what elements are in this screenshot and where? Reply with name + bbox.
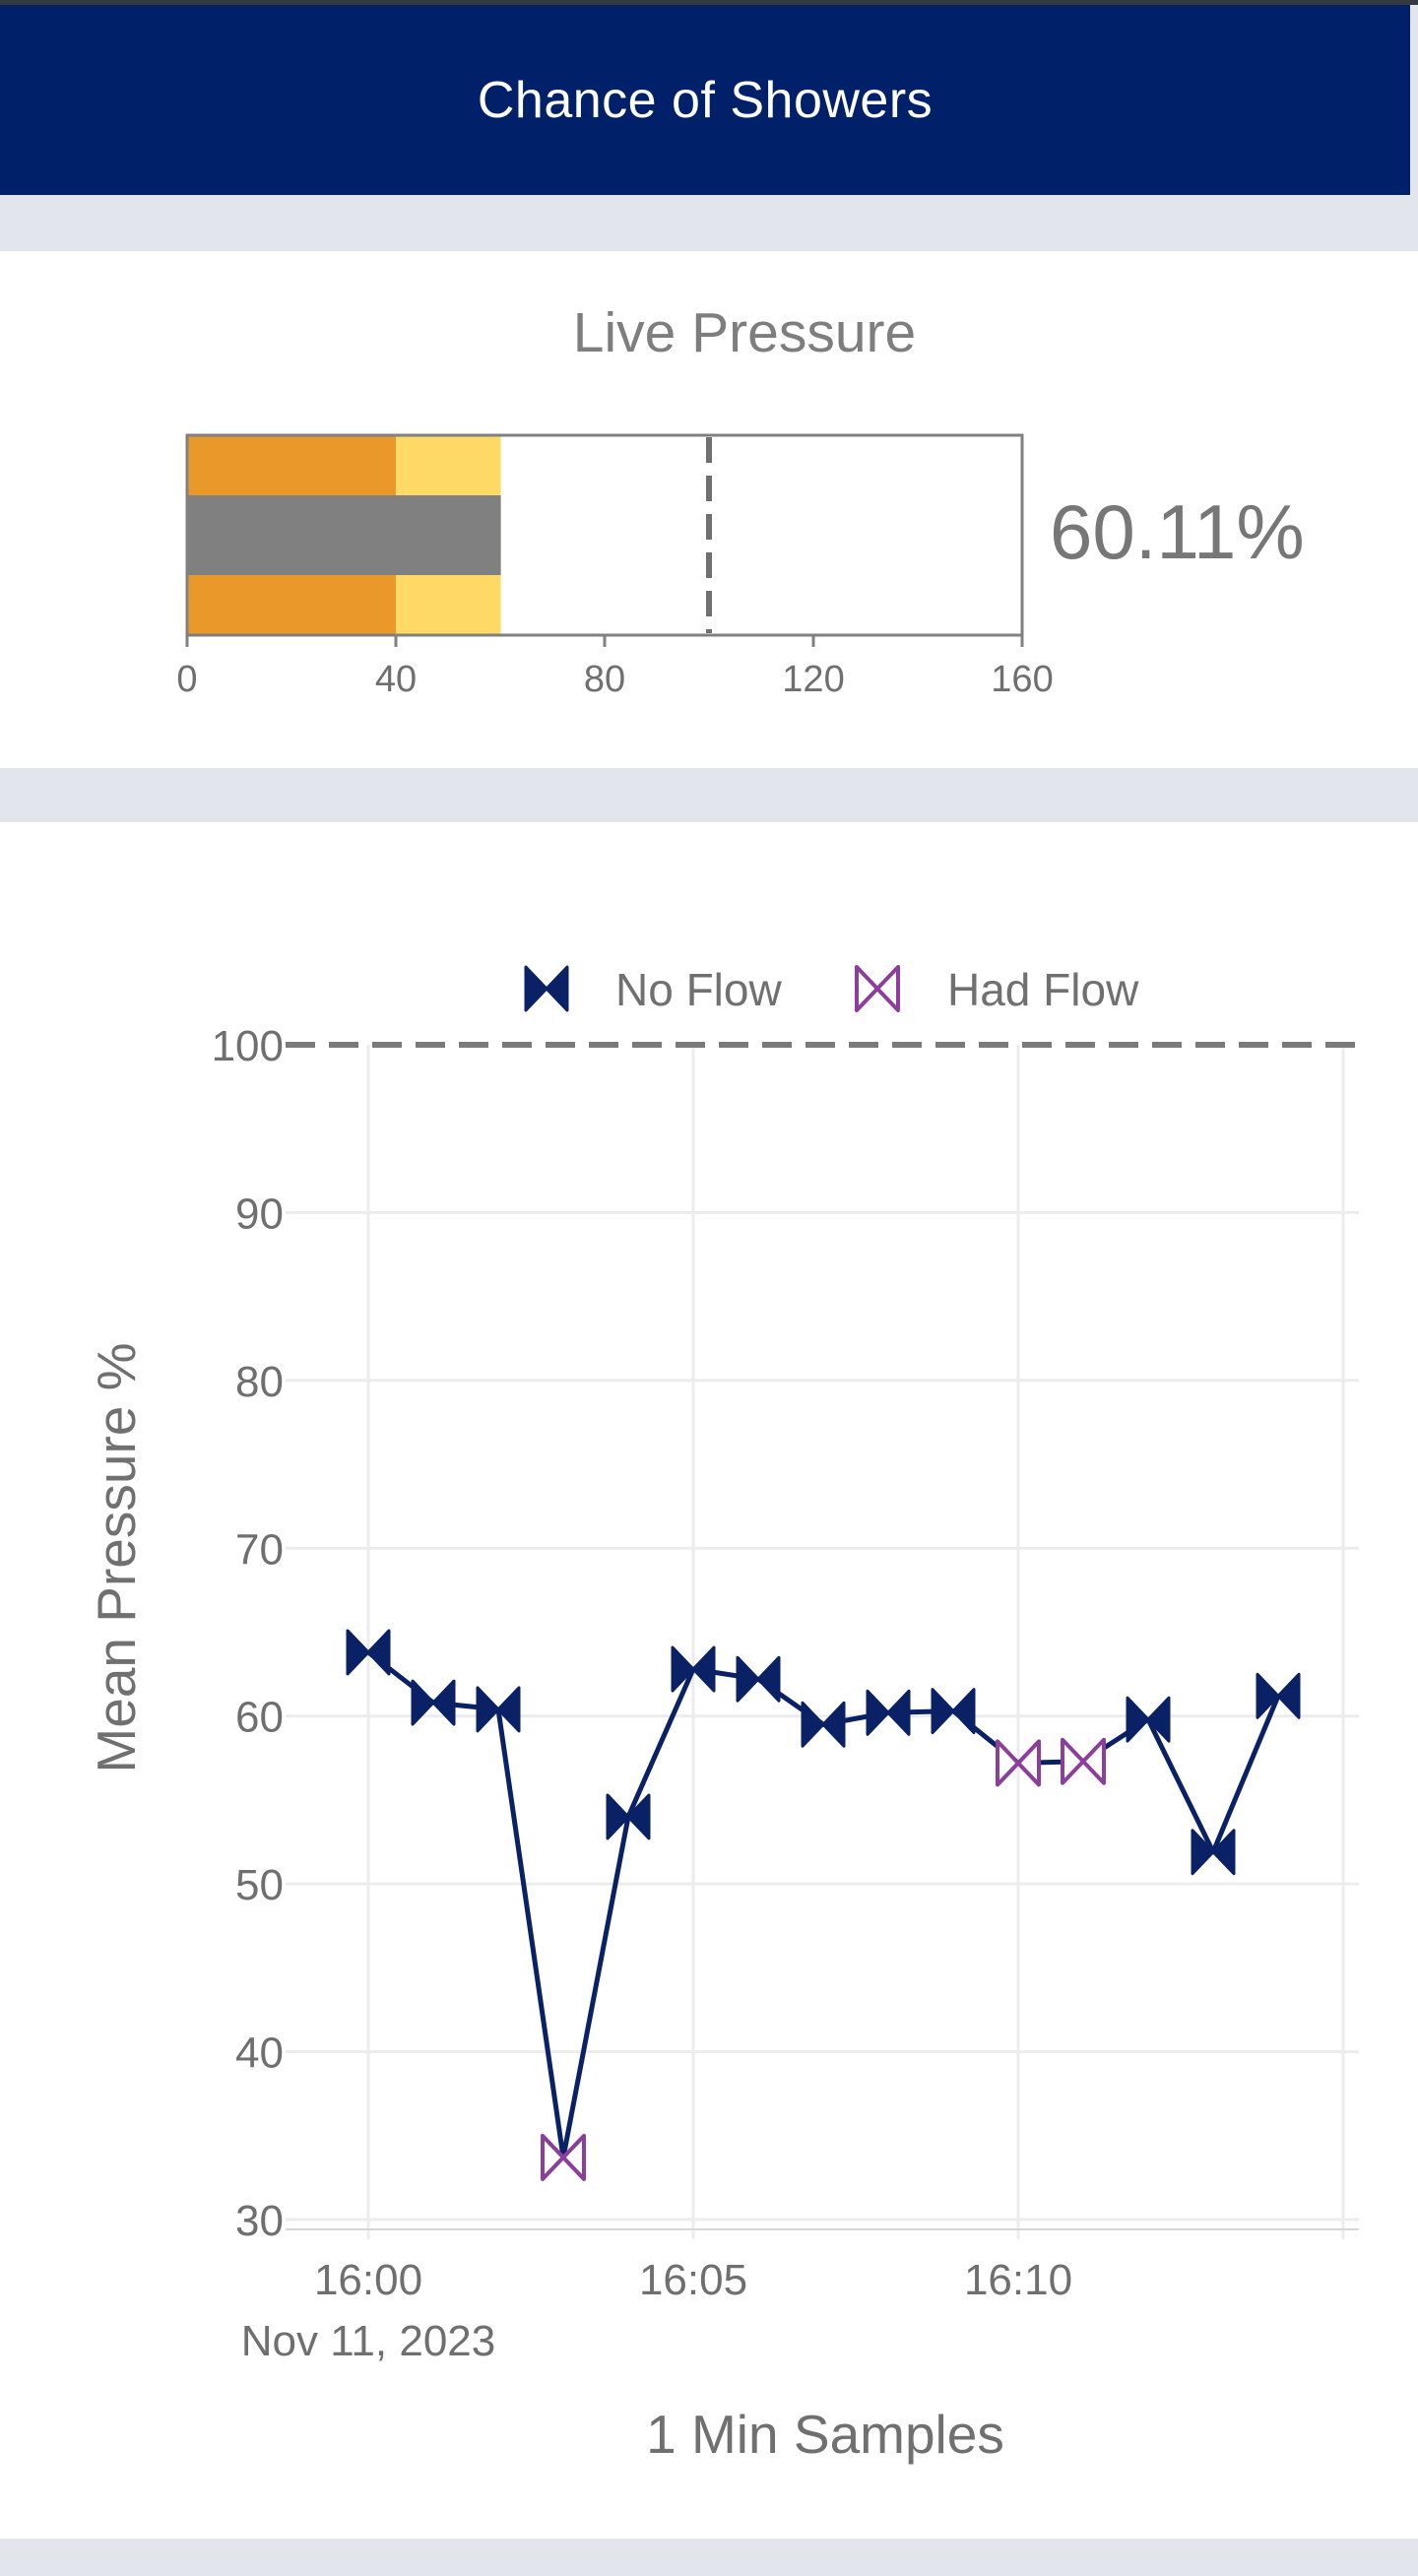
legend-label-had-flow: Had Flow — [947, 964, 1139, 1015]
y-tick-label: 80 — [235, 1358, 284, 1406]
data-point-no-flow — [411, 1679, 456, 1726]
data-point-no-flow — [1191, 1829, 1236, 1876]
y-tick-label: 50 — [235, 1861, 284, 1909]
gauge-tick-label: 0 — [176, 659, 197, 700]
data-point-no-flow — [1126, 1696, 1171, 1743]
data-point-no-flow — [866, 1689, 911, 1736]
y-tick-label: 70 — [235, 1525, 284, 1574]
data-point-no-flow — [801, 1701, 846, 1748]
y-tick-label: 60 — [235, 1694, 284, 1742]
gauge-value-label: 60.11% — [1050, 488, 1305, 575]
data-point-no-flow — [1256, 1672, 1301, 1719]
gauge-value-bar — [187, 495, 501, 575]
window-top-edge — [0, 0, 1418, 5]
gauge-title: Live Pressure — [572, 301, 917, 364]
data-point-had-flow — [541, 2133, 586, 2181]
x-date-label: Nov 11, 2023 — [241, 2317, 495, 2365]
y-tick-label: 90 — [235, 1190, 284, 1238]
data-point-no-flow — [606, 1793, 651, 1840]
gauge-tick-label: 80 — [584, 659, 625, 700]
data-point-no-flow — [476, 1686, 521, 1733]
app-header: Chance of Showers — [0, 5, 1410, 195]
x-tick-label: 16:10 — [964, 2256, 1072, 2304]
data-point-had-flow — [1061, 1737, 1106, 1785]
gauge-tick-label: 120 — [782, 659, 844, 700]
data-point-no-flow — [671, 1645, 716, 1693]
page-title: Chance of Showers — [477, 71, 934, 129]
y-tick-label: 100 — [212, 1022, 284, 1070]
data-point-no-flow — [931, 1688, 976, 1735]
y-axis-title: Mean Pressure % — [86, 1342, 147, 1773]
gauge-tick-label: 160 — [991, 659, 1053, 700]
gauge-tick-label: 40 — [375, 659, 417, 700]
legend-icon-had-flow — [855, 965, 900, 1012]
x-tick-label: 16:00 — [314, 2256, 422, 2304]
y-tick-label: 30 — [235, 2197, 284, 2245]
data-point-no-flow — [736, 1655, 781, 1703]
legend-label-no-flow: No Flow — [615, 964, 782, 1015]
legend-icon-no-flow — [524, 965, 569, 1012]
x-tick-label: 16:05 — [639, 2256, 747, 2304]
data-point-no-flow — [346, 1629, 391, 1676]
y-tick-label: 40 — [235, 2029, 284, 2078]
x-axis-title: 1 Min Samples — [646, 2404, 1004, 2465]
bullet-gauge: 0 40 80 120 160 — [176, 433, 1054, 700]
data-point-had-flow — [996, 1739, 1041, 1787]
